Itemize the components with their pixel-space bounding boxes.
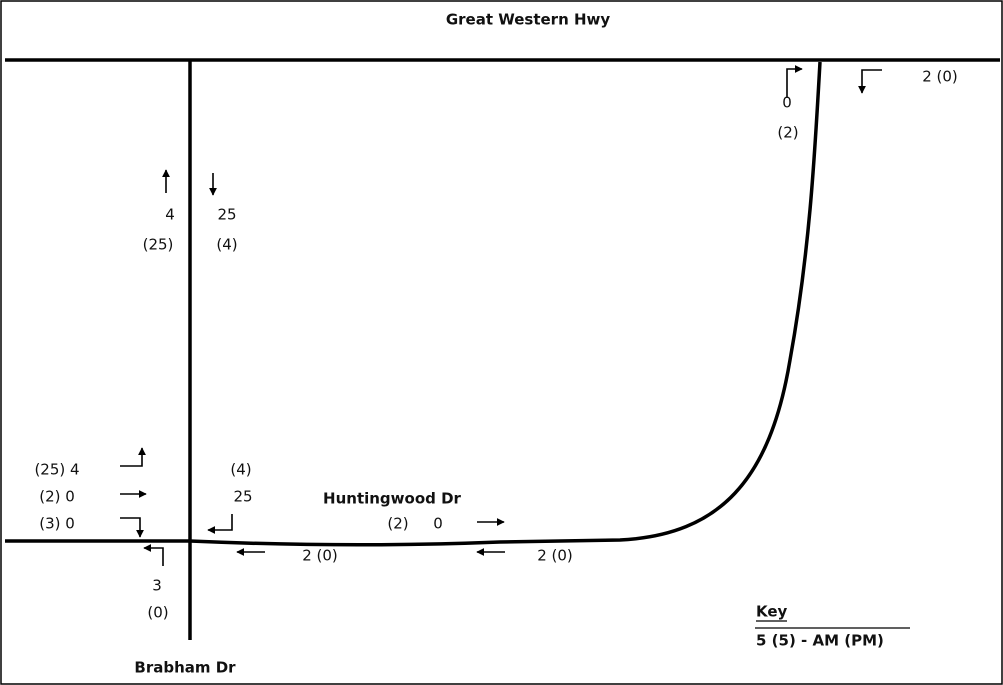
volume-label: 0 [782, 94, 792, 112]
volume-label: 2 (0) [537, 547, 573, 565]
volume-label: 3 [152, 577, 162, 595]
volume-label: 2 (0) [922, 68, 958, 86]
volume-label: 2 (0) [302, 547, 338, 565]
road-name: Great Western Hwy [446, 11, 611, 29]
volume-label: (0) [147, 604, 168, 622]
volume-label: (4) [216, 236, 237, 254]
road-name: Huntingwood Dr [323, 490, 462, 508]
key-text: 5 (5) - AM (PM) [756, 632, 884, 650]
volume-label: (25) [143, 236, 174, 254]
volumes: 4 (25) 25 (4) 0 (2) 2 (0) (25) 4 (2) 0 (3) 0 (4) 25… [34, 68, 957, 622]
volume-label: (2) [387, 515, 408, 533]
road-name: Brabham Dr [134, 659, 236, 677]
volume-label: 25 [233, 488, 252, 506]
volume-label: 25 [217, 206, 236, 224]
volume-label: (2) [777, 124, 798, 142]
volume-label: 4 [165, 206, 175, 224]
volume-label: (2) 0 [39, 488, 75, 506]
volume-label: (25) 4 [34, 461, 79, 479]
volume-label: (3) 0 [39, 515, 75, 533]
huntingwood-dr-road [5, 61, 822, 547]
volume-label: (4) [230, 461, 251, 479]
key-title: Key [756, 603, 788, 621]
arrows [120, 65, 882, 566]
volume-label: 0 [433, 515, 443, 533]
